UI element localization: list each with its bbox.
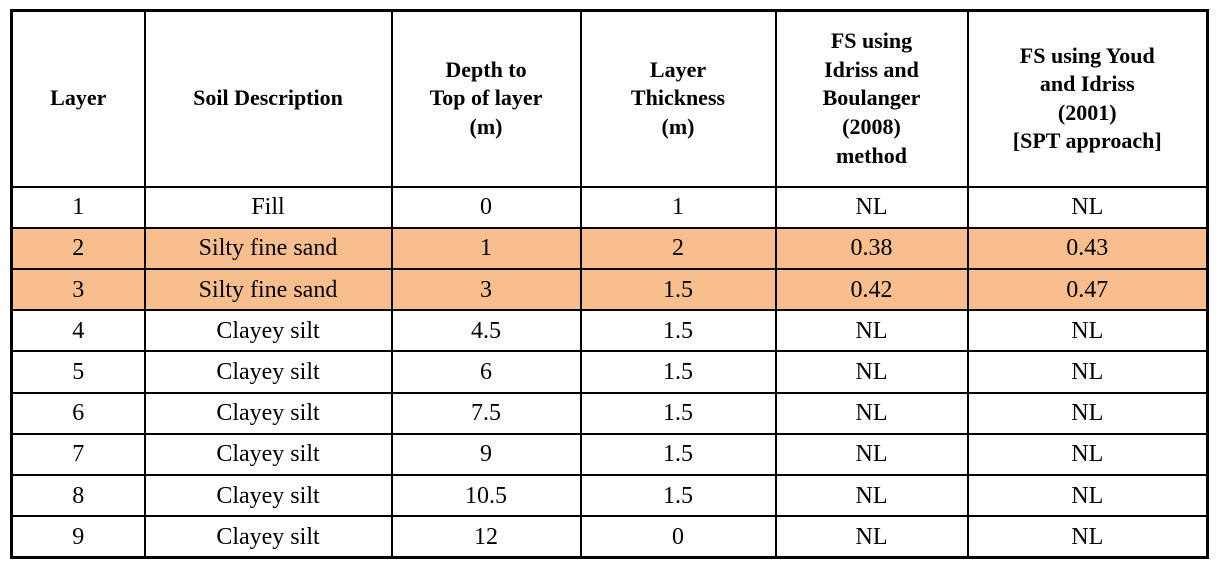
cell-layer-thickness: 1.5: [579, 474, 777, 518]
cell-fs-idriss-boulanger: NL: [774, 350, 969, 394]
cell-fs-idriss-boulanger: NL: [774, 185, 969, 229]
col-header-depth-to-top: Depth to Top of layer (m): [390, 9, 582, 188]
soil-layers-table: Layer Soil Description Depth to Top of l…: [10, 9, 1209, 559]
table-row: 3 Silty fine sand 3 1.5 0.42 0.47: [10, 267, 1209, 312]
cell-fs-youd-idriss: 0.47: [966, 267, 1209, 312]
col-header-layer-thickness: Layer Thickness (m): [579, 9, 777, 188]
table-row: 5 Clayey silt 6 1.5 NL NL: [10, 350, 1209, 394]
cell-fs-idriss-boulanger: NL: [774, 515, 969, 559]
cell-layer-thickness: 1: [579, 185, 777, 229]
cell-fs-youd-idriss: NL: [966, 432, 1209, 477]
cell-fs-youd-idriss: NL: [966, 350, 1209, 394]
cell-layer-thickness: 1.5: [579, 432, 777, 477]
cell-depth-to-top: 1: [390, 226, 582, 270]
cell-layer: 5: [10, 350, 146, 394]
cell-soil-description: Clayey silt: [143, 432, 393, 477]
cell-fs-youd-idriss: NL: [966, 309, 1209, 353]
cell-layer: 7: [10, 432, 146, 477]
cell-fs-youd-idriss: NL: [966, 474, 1209, 518]
table-row: 7 Clayey silt 9 1.5 NL NL: [10, 432, 1209, 477]
cell-soil-description: Clayey silt: [143, 391, 393, 435]
cell-soil-description: Clayey silt: [143, 474, 393, 518]
cell-layer: 4: [10, 309, 146, 353]
cell-depth-to-top: 3: [390, 267, 582, 312]
cell-fs-idriss-boulanger: 0.38: [774, 226, 969, 270]
cell-depth-to-top: 4.5: [390, 309, 582, 353]
cell-fs-youd-idriss: NL: [966, 185, 1209, 229]
table-row: 9 Clayey silt 12 0 NL NL: [10, 515, 1209, 559]
cell-depth-to-top: 12: [390, 515, 582, 559]
col-header-fs-youd-idriss: FS using Youd and Idriss (2001) [SPT app…: [966, 9, 1209, 188]
cell-fs-youd-idriss: NL: [966, 515, 1209, 559]
cell-depth-to-top: 9: [390, 432, 582, 477]
cell-layer-thickness: 0: [579, 515, 777, 559]
cell-fs-idriss-boulanger: NL: [774, 432, 969, 477]
cell-soil-description: Silty fine sand: [143, 267, 393, 312]
header-row: Layer Soil Description Depth to Top of l…: [10, 9, 1209, 188]
col-header-soil-description: Soil Description: [143, 9, 393, 188]
col-header-layer: Layer: [10, 9, 146, 188]
cell-soil-description: Clayey silt: [143, 309, 393, 353]
cell-fs-idriss-boulanger: 0.42: [774, 267, 969, 312]
table-row: 1 Fill 0 1 NL NL: [10, 185, 1209, 229]
col-header-fs-idriss-boulanger: FS using Idriss and Boulanger (2008) met…: [774, 9, 969, 188]
table-row: 2 Silty fine sand 1 2 0.38 0.43: [10, 226, 1209, 270]
cell-soil-description: Clayey silt: [143, 515, 393, 559]
cell-layer-thickness: 1.5: [579, 267, 777, 312]
cell-layer: 2: [10, 226, 146, 270]
cell-fs-idriss-boulanger: NL: [774, 309, 969, 353]
cell-depth-to-top: 0: [390, 185, 582, 229]
table-row: 8 Clayey silt 10.5 1.5 NL NL: [10, 474, 1209, 518]
cell-soil-description: Silty fine sand: [143, 226, 393, 270]
cell-layer-thickness: 2: [579, 226, 777, 270]
table-row: 6 Clayey silt 7.5 1.5 NL NL: [10, 391, 1209, 435]
cell-layer: 9: [10, 515, 146, 559]
cell-soil-description: Fill: [143, 185, 393, 229]
cell-layer: 1: [10, 185, 146, 229]
cell-layer-thickness: 1.5: [579, 391, 777, 435]
cell-depth-to-top: 7.5: [390, 391, 582, 435]
cell-fs-youd-idriss: NL: [966, 391, 1209, 435]
cell-fs-idriss-boulanger: NL: [774, 474, 969, 518]
cell-layer: 8: [10, 474, 146, 518]
cell-fs-youd-idriss: 0.43: [966, 226, 1209, 270]
cell-layer-thickness: 1.5: [579, 309, 777, 353]
cell-soil-description: Clayey silt: [143, 350, 393, 394]
table-row: 4 Clayey silt 4.5 1.5 NL NL: [10, 309, 1209, 353]
cell-layer: 6: [10, 391, 146, 435]
cell-fs-idriss-boulanger: NL: [774, 391, 969, 435]
cell-depth-to-top: 6: [390, 350, 582, 394]
cell-layer: 3: [10, 267, 146, 312]
cell-layer-thickness: 1.5: [579, 350, 777, 394]
cell-depth-to-top: 10.5: [390, 474, 582, 518]
